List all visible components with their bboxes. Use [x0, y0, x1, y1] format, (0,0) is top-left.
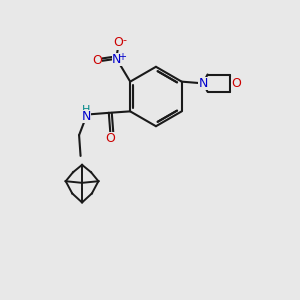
Text: O: O [105, 132, 115, 145]
Text: -: - [123, 35, 127, 45]
Text: O: O [231, 76, 241, 90]
Text: N: N [112, 53, 122, 66]
Text: +: + [118, 52, 126, 62]
Text: O: O [113, 37, 123, 50]
Text: O: O [93, 54, 102, 67]
Text: N: N [82, 110, 91, 123]
Text: N: N [198, 76, 208, 90]
Text: H: H [82, 105, 91, 115]
